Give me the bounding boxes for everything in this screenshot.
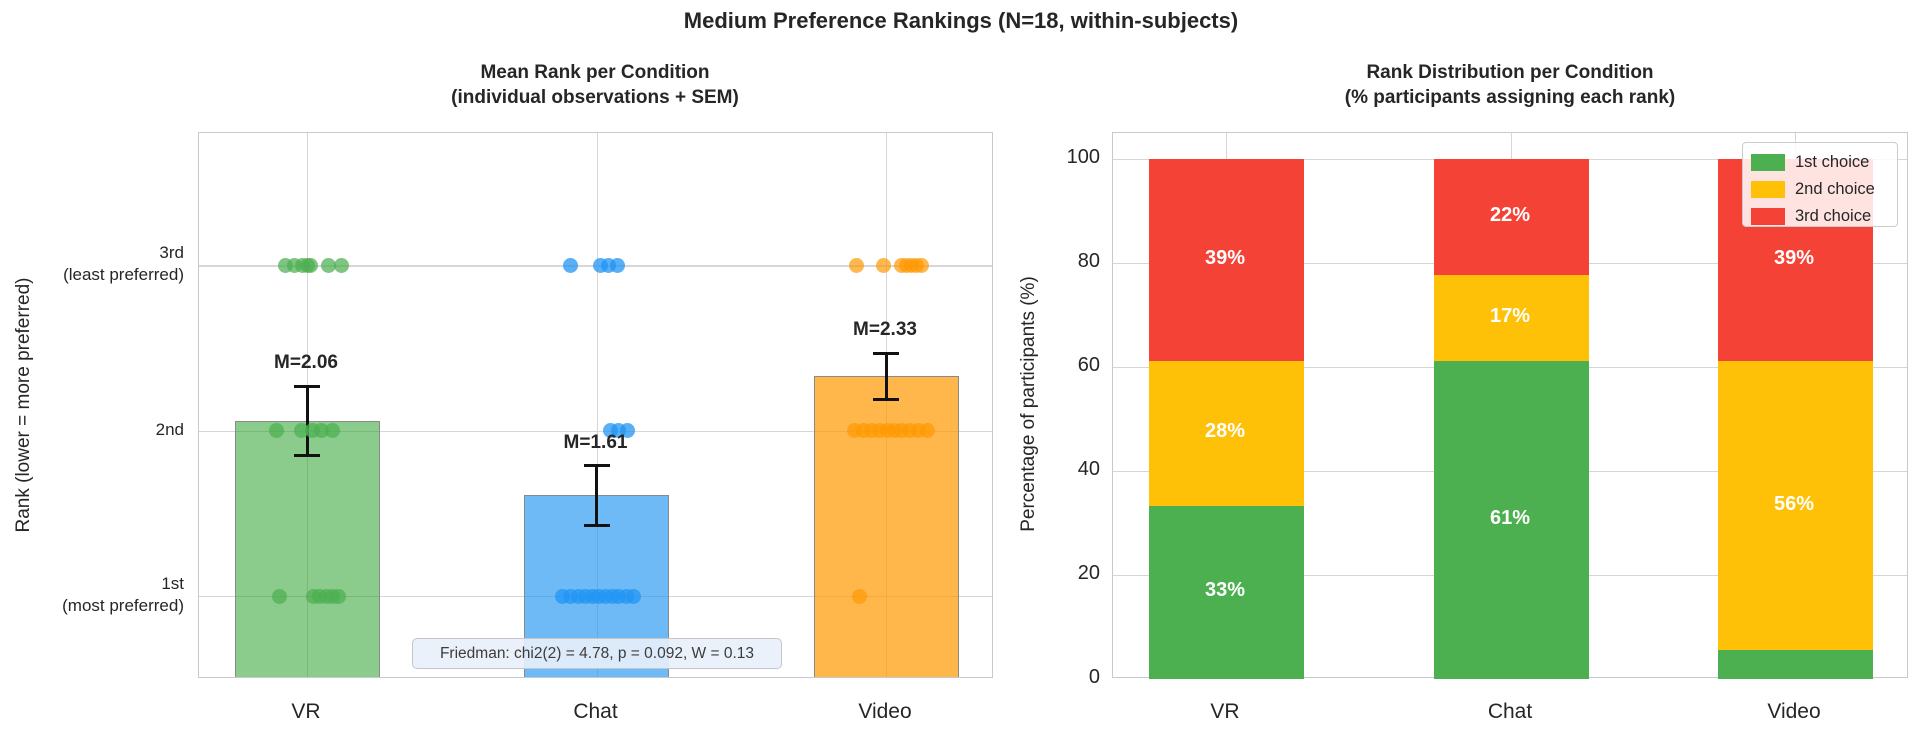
x-tick-label-right-video: Video xyxy=(1767,700,1821,723)
observation-point-vr-rank1 xyxy=(330,588,346,604)
observation-point-vr-rank2 xyxy=(324,423,340,439)
mean-rank-bar-vr xyxy=(234,420,380,677)
error-bar-video xyxy=(884,353,888,400)
observation-point-vr-rank3 xyxy=(320,257,336,273)
legend-label-1st-choice: 1st choice xyxy=(1795,153,1870,171)
right-y-axis-label: Percentage of participants (%) xyxy=(1018,276,1039,532)
stack-segment-vr-3rd-choice xyxy=(1148,159,1304,362)
error-bar-chat xyxy=(595,465,598,526)
mean-rank-bar-video xyxy=(813,376,959,677)
y-tick-label-rank-2: 2nd xyxy=(155,419,184,439)
legend-item-1st-choice: 1st choice xyxy=(1751,149,1889,176)
error-bar-cap-bottom-chat xyxy=(583,523,610,527)
left-y-axis-label: Rank (lower = more preferred) xyxy=(13,277,34,533)
observation-point-vr-rank2 xyxy=(268,423,284,439)
x-tick-label-video: Video xyxy=(858,700,912,723)
legend-label-3rd-choice: 3rd choice xyxy=(1795,207,1872,225)
legend-item-3rd-choice: 3rd choice xyxy=(1751,203,1889,230)
observation-point-video-rank3 xyxy=(875,257,891,273)
observation-point-video-rank3 xyxy=(848,257,864,273)
stack-segment-vr-1st-choice xyxy=(1148,505,1304,679)
legend: 1st choice 2nd choice 3rd choice xyxy=(1742,142,1898,227)
friedman-annotation: Friedman: chi2(2) = 4.78, p = 0.092, W =… xyxy=(412,638,782,669)
stack-segment-chat-3rd-choice xyxy=(1433,159,1589,275)
left-plot-title-line1: Mean Rank per Condition xyxy=(480,62,710,83)
stack-segment-chat-2nd-choice xyxy=(1433,274,1589,362)
legend-swatch-1st-choice-icon xyxy=(1751,154,1785,171)
observation-point-video-rank1 xyxy=(851,588,867,604)
left-plot-title-line2: (individual observations + SEM) xyxy=(451,87,739,108)
stack-segment-chat-1st-choice xyxy=(1433,361,1589,679)
stack-segment-video-2nd-choice xyxy=(1717,361,1873,651)
y-tick-label-100pct: 100 xyxy=(1066,146,1100,168)
x-tick-label-right-vr: VR xyxy=(1210,700,1240,723)
observation-point-video-rank3 xyxy=(913,257,929,273)
observation-point-vr-rank1 xyxy=(271,588,287,604)
error-bar-cap-top-chat xyxy=(583,464,610,468)
x-tick-label-vr: VR xyxy=(291,700,321,723)
observation-point-vr-rank3 xyxy=(333,257,349,273)
x-tick-label-chat: Chat xyxy=(573,700,618,723)
left-plot-title: Mean Rank per Condition (individual obse… xyxy=(295,60,895,110)
observation-point-chat-rank1 xyxy=(626,588,641,604)
gridline-rank-2 xyxy=(199,430,992,432)
error-bar-cap-top-video xyxy=(873,351,899,355)
right-plot-title: Rank Distribution per Condition (% parti… xyxy=(1210,60,1810,110)
stack-segment-vr-2nd-choice xyxy=(1148,361,1304,506)
legend-swatch-2nd-choice-icon xyxy=(1751,181,1785,198)
error-bar-cap-bottom-vr xyxy=(294,454,320,458)
figure-title: Medium Preference Rankings (N=18, within… xyxy=(683,8,1239,33)
error-bar-cap-top-vr xyxy=(294,384,320,388)
stack-segment-video-1st-choice xyxy=(1717,650,1873,679)
observation-point-chat-rank3 xyxy=(610,257,625,273)
legend-item-2nd-choice: 2nd choice xyxy=(1751,176,1889,203)
observation-point-chat-rank2 xyxy=(620,423,635,439)
right-plot-title-line1: Rank Distribution per Condition xyxy=(1366,62,1654,83)
y-tick-label-rank-1: 1st (most preferred) xyxy=(62,574,184,616)
error-bar-cap-bottom-video xyxy=(873,397,899,401)
left-plot-area xyxy=(198,132,993,678)
right-plot-title-line2: (% participants assigning each rank) xyxy=(1344,87,1676,108)
observation-point-chat-rank3 xyxy=(563,257,578,273)
legend-label-2nd-choice: 2nd choice xyxy=(1795,180,1875,198)
observation-point-vr-rank3 xyxy=(302,257,318,273)
y-tick-label-0pct: 0 xyxy=(1088,666,1100,688)
x-tick-label-right-chat: Chat xyxy=(1487,700,1533,723)
legend-swatch-3rd-choice-icon xyxy=(1751,208,1785,225)
y-tick-label-rank-3: 3rd (least preferred) xyxy=(63,243,184,285)
gridline-category-chat xyxy=(596,133,598,677)
observation-point-video-rank2 xyxy=(919,423,935,439)
error-bar-vr xyxy=(305,386,309,456)
